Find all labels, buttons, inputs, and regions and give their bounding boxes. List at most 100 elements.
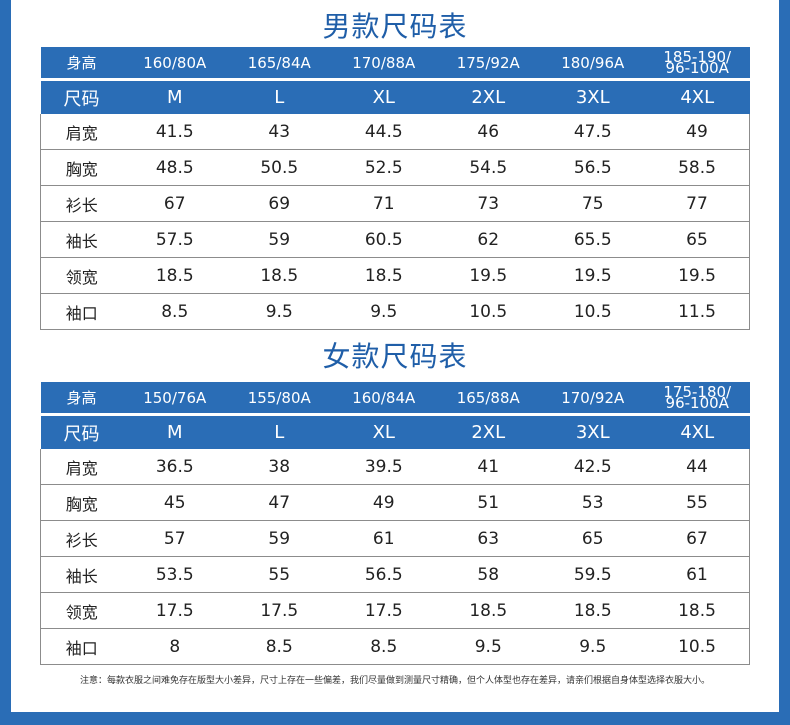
measurement-value: 9.5 — [331, 293, 436, 330]
size-row: 尺码 M L XL 2XL 3XL 4XL — [40, 414, 750, 449]
table-row: 领宽 17.5 17.5 17.5 18.5 18.5 18.5 — [40, 592, 750, 629]
measurement-value: 19.5 — [645, 257, 750, 294]
size-cell: XL — [331, 414, 436, 449]
measurement-label: 领宽 — [40, 257, 123, 294]
height-cell: 150/76A — [122, 382, 227, 416]
size-cell: 4XL — [645, 79, 750, 114]
table-row: 袖长 53.5 55 56.5 58 59.5 61 — [40, 556, 750, 593]
left-border — [0, 0, 11, 725]
height-cell: 160/84A — [331, 382, 436, 416]
measurement-value: 62 — [436, 221, 541, 258]
height-cell: 180/96A — [540, 47, 645, 81]
measurement-value: 36.5 — [122, 449, 227, 485]
measurement-value: 59 — [227, 520, 332, 557]
measurement-label: 衫长 — [40, 520, 123, 557]
measurement-value: 67 — [122, 185, 227, 222]
measurement-value: 56.5 — [540, 149, 645, 186]
height-cell: 165/84A — [227, 47, 332, 81]
bottom-border — [0, 712, 790, 725]
measurement-value: 47.5 — [540, 114, 645, 150]
measurement-label: 袖口 — [40, 628, 123, 665]
measurement-value: 17.5 — [227, 592, 332, 629]
height-cell: 160/80A — [122, 47, 227, 81]
measurement-value: 57 — [122, 520, 227, 557]
measurement-value: 18.5 — [436, 592, 541, 629]
table-row: 衫长 57 59 61 63 65 67 — [40, 520, 750, 557]
measurement-value: 18.5 — [227, 257, 332, 294]
measurement-value: 44 — [645, 449, 750, 485]
measurement-value: 58 — [436, 556, 541, 593]
measurement-value: 10.5 — [540, 293, 645, 330]
measurement-value: 38 — [227, 449, 332, 485]
table-row: 衫长 67 69 71 73 75 77 — [40, 185, 750, 222]
measurement-value: 18.5 — [331, 257, 436, 294]
measurement-value: 59 — [227, 221, 332, 258]
height-cell: 170/88A — [331, 47, 436, 81]
measurement-value: 17.5 — [331, 592, 436, 629]
measurement-value: 19.5 — [436, 257, 541, 294]
measurement-value: 8.5 — [227, 628, 332, 665]
measurement-value: 55 — [227, 556, 332, 593]
height-cell: 170/92A — [540, 382, 645, 416]
height-cell: 175-180/96-100A — [645, 382, 750, 416]
size-header: 尺码 — [40, 414, 123, 449]
size-note: 注意：每款衣服之间难免存在版型大小差异，尺寸上存在一些偏差，我们尽量做到测量尺寸… — [79, 676, 710, 686]
measurement-value: 57.5 — [122, 221, 227, 258]
height-row: 身高 160/80A 165/84A 170/88A 175/92A 180/96A 185… — [40, 47, 750, 81]
measurement-value: 77 — [645, 185, 750, 222]
measurement-value: 10.5 — [436, 293, 541, 330]
table-row: 胸宽 48.5 50.5 52.5 54.5 56.5 58.5 — [40, 149, 750, 186]
right-border — [779, 0, 790, 725]
size-cell: L — [227, 79, 332, 114]
table-row: 袖口 8.5 9.5 9.5 10.5 10.5 11.5 — [40, 293, 750, 330]
measurement-value: 73 — [436, 185, 541, 222]
measurement-value: 9.5 — [436, 628, 541, 665]
measurement-value: 9.5 — [540, 628, 645, 665]
measurement-value: 47 — [227, 484, 332, 521]
men-size-table: 身高 160/80A 165/84A 170/88A 175/92A 180/96A 185… — [40, 47, 750, 330]
size-cell: 3XL — [540, 414, 645, 449]
measurement-value: 43 — [227, 114, 332, 150]
measurement-value: 18.5 — [122, 257, 227, 294]
height-cell: 155/80A — [227, 382, 332, 416]
men-size-chart-title: 男款尺码表 — [322, 10, 468, 43]
height-row: 身高 150/76A 155/80A 160/84A 165/88A 170/92A 175… — [40, 382, 750, 416]
measurement-value: 58.5 — [645, 149, 750, 186]
measurement-value: 53 — [540, 484, 645, 521]
measurement-value: 10.5 — [645, 628, 750, 665]
measurement-value: 18.5 — [645, 592, 750, 629]
measurement-value: 8 — [122, 628, 227, 665]
measurement-value: 61 — [331, 520, 436, 557]
measurement-value: 75 — [540, 185, 645, 222]
women-size-chart-title: 女款尺码表 — [322, 340, 468, 373]
measurement-value: 69 — [227, 185, 332, 222]
measurement-value: 56.5 — [331, 556, 436, 593]
measurement-value: 18.5 — [540, 592, 645, 629]
measurement-value: 49 — [645, 114, 750, 150]
table-row: 肩宽 41.5 43 44.5 46 47.5 49 — [40, 114, 750, 150]
measurement-value: 60.5 — [331, 221, 436, 258]
measurement-value: 48.5 — [122, 149, 227, 186]
measurement-value: 41 — [436, 449, 541, 485]
measurement-value: 42.5 — [540, 449, 645, 485]
measurement-label: 肩宽 — [40, 449, 123, 485]
women-size-table: 身高 150/76A 155/80A 160/84A 165/88A 170/92A 175… — [40, 382, 750, 665]
table-row: 袖口 8 8.5 8.5 9.5 9.5 10.5 — [40, 628, 750, 665]
measurement-value: 50.5 — [227, 149, 332, 186]
measurement-value: 51 — [436, 484, 541, 521]
measurement-value: 19.5 — [540, 257, 645, 294]
measurement-label: 袖口 — [40, 293, 123, 330]
table-row: 胸宽 45 47 49 51 53 55 — [40, 484, 750, 521]
measurement-value: 52.5 — [331, 149, 436, 186]
measurement-value: 41.5 — [122, 114, 227, 150]
measurement-value: 54.5 — [436, 149, 541, 186]
measurement-value: 61 — [645, 556, 750, 593]
table-row: 肩宽 36.5 38 39.5 41 42.5 44 — [40, 449, 750, 485]
measurement-value: 65 — [540, 520, 645, 557]
size-header: 尺码 — [40, 79, 123, 114]
measurement-label: 肩宽 — [40, 114, 123, 150]
table-row: 领宽 18.5 18.5 18.5 19.5 19.5 19.5 — [40, 257, 750, 294]
size-cell: 4XL — [645, 414, 750, 449]
table-row: 袖长 57.5 59 60.5 62 65.5 65 — [40, 221, 750, 258]
measurement-value: 39.5 — [331, 449, 436, 485]
